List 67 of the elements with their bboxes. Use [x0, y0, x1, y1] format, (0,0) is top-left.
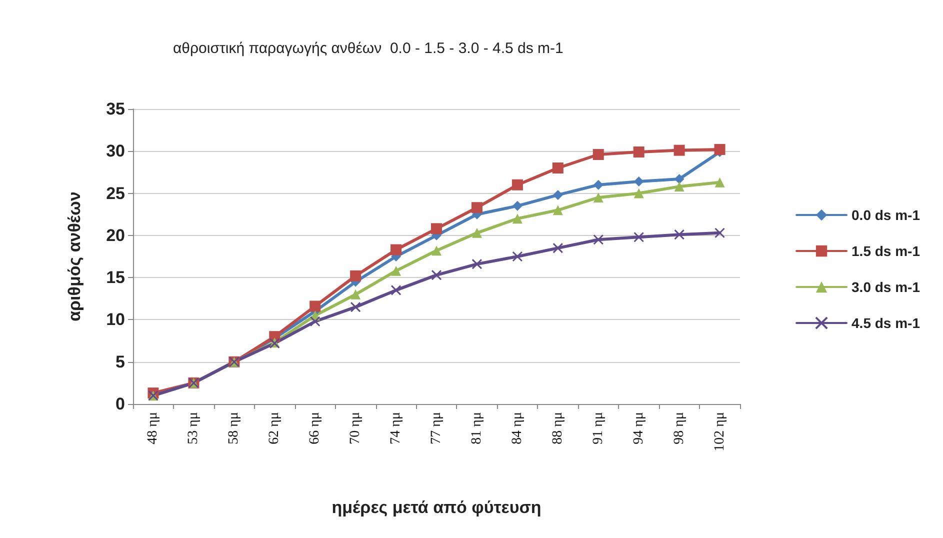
- point: [593, 192, 604, 202]
- point: [714, 144, 726, 155]
- point: [552, 162, 564, 174]
- y-tick-label: 20: [106, 226, 125, 245]
- x-tick-label: 77 ημ: [429, 412, 444, 444]
- point: [431, 223, 442, 234]
- x-tick-label: 70 ημ: [348, 412, 364, 444]
- point: [552, 205, 563, 216]
- x-tick-label: 58 ημ: [226, 412, 242, 444]
- y-tick-label: 10: [106, 310, 125, 330]
- point: [350, 270, 362, 282]
- legend-label: 3.0 ds m-1: [852, 279, 920, 295]
- point: [512, 251, 523, 262]
- legend-label: 4.5 ds m-1: [852, 315, 920, 331]
- point: [471, 202, 482, 214]
- y-tick-label: 25: [106, 184, 125, 203]
- x-tick-label: 91 ημ: [590, 412, 606, 444]
- point: [552, 242, 564, 254]
- point: [472, 258, 482, 270]
- y-tick-label: 30: [106, 142, 125, 161]
- point: [512, 200, 522, 211]
- point: [390, 244, 402, 256]
- y-tick-label: 5: [116, 352, 125, 372]
- x-tick-label: 48 ημ: [146, 412, 161, 444]
- y-tick-label: 0: [116, 394, 125, 414]
- point: [512, 214, 522, 224]
- point: [634, 176, 644, 186]
- x-tick-label: 62 ημ: [267, 412, 282, 444]
- point: [714, 228, 726, 238]
- point: [390, 284, 402, 296]
- x-tick-label: 102 ημ: [712, 412, 728, 452]
- legend-label: 1.5 ds m-1: [852, 243, 920, 259]
- point: [634, 188, 644, 198]
- point: [633, 146, 644, 158]
- legend-label: 0.0 ds m-1: [852, 207, 920, 223]
- y-tick-label: 15: [106, 268, 125, 288]
- x-tick-label: 98 ημ: [672, 412, 687, 444]
- x-tick-label: 88 ημ: [550, 412, 566, 444]
- point: [432, 246, 442, 256]
- point: [310, 300, 321, 312]
- point: [674, 229, 685, 240]
- point: [592, 149, 604, 160]
- x-axis-title: ημέρες μετά από φύτευση: [332, 498, 542, 517]
- point: [552, 190, 563, 200]
- point: [634, 232, 644, 242]
- point: [512, 179, 523, 190]
- x-tick-label: 74 ημ: [388, 412, 404, 444]
- point: [714, 177, 725, 188]
- x-tick-label: 53 ημ: [186, 412, 202, 444]
- x-tick-label: 84 ημ: [510, 412, 525, 444]
- point: [674, 144, 685, 156]
- y-tick-label: 35: [106, 100, 125, 118]
- point: [391, 266, 402, 276]
- x-tick-label: 81 ημ: [469, 412, 484, 444]
- point: [593, 180, 604, 190]
- point: [674, 182, 684, 192]
- x-tick-label: 66 ημ: [308, 412, 323, 444]
- point: [674, 174, 684, 184]
- point: [350, 289, 361, 300]
- point: [431, 270, 442, 280]
- point: [310, 316, 320, 327]
- point: [593, 234, 604, 245]
- y-axis-title: αριθμός ανθέων: [65, 192, 84, 322]
- point: [350, 302, 361, 312]
- x-tick-label: 94 ημ: [631, 412, 646, 444]
- point: [472, 228, 482, 238]
- chart-title: αθροιστική παραγωγής ανθέων 0.0 - 1.5 - 3.0 - 4.5 ds m-1: [173, 40, 564, 57]
